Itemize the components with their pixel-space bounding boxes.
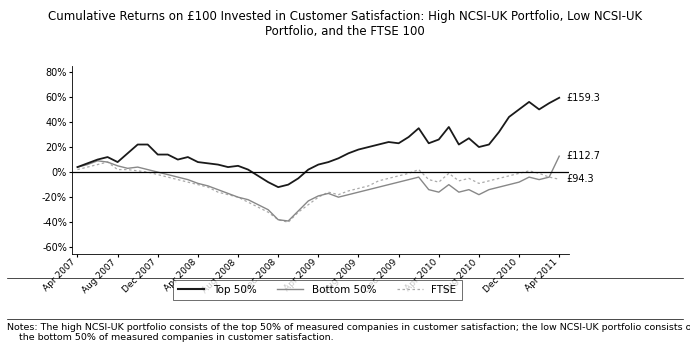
Text: £159.3: £159.3 bbox=[566, 93, 600, 103]
Text: Cumulative Returns on £100 Invested in Customer Satisfaction: High NCSI-UK Portf: Cumulative Returns on £100 Invested in C… bbox=[48, 10, 642, 38]
Legend: Top 50%, Bottom 50%, FTSE: Top 50%, Bottom 50%, FTSE bbox=[173, 280, 462, 300]
Text: £112.7: £112.7 bbox=[566, 151, 600, 161]
Text: Notes: The high NCSI-UK portfolio consists of the top 50% of measured companies : Notes: The high NCSI-UK portfolio consis… bbox=[7, 323, 690, 342]
Text: £94.3: £94.3 bbox=[566, 174, 594, 184]
